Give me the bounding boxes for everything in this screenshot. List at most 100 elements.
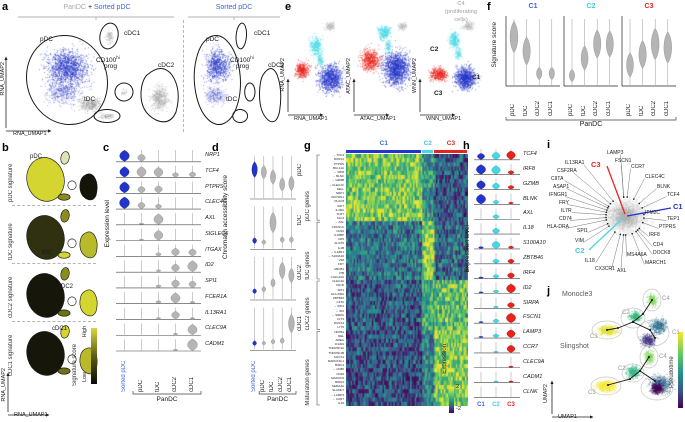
panel-i-gene-label: CX3CR1 [595,266,615,272]
panel-a-ylabel: RNA_UMAP2 [0,62,6,96]
panel-g-heatmap-canvas [346,154,468,406]
panel-b-plot-pdc [26,151,98,202]
panel-a-divider [183,20,184,132]
panel-g-heat-gene: LY75 [337,325,344,330]
panel-i-gene-label: TCF4 [667,192,680,198]
panel-j-colorbar-title: Pseudotime [669,356,675,388]
panel-f-tick: cDC2 [593,100,600,116]
panel-a-prog-label-r: CD100hi [230,55,254,64]
panel-d-tick: pDC [259,379,266,392]
panel-g-colorbar-title: Expression [442,344,448,374]
panel-h-gene-label: ID2 [523,284,532,291]
panel-g-heat-gene: RUNX3 [333,321,344,326]
panel-j-method-monocle3: Monocle3 [562,291,593,298]
panel-j-colorbar-bar [678,332,683,408]
panel-g-heat-gene: MARCKS [331,375,344,380]
panel-b-annot: pDC [30,154,43,160]
panel-e-ylabel: RNA_UMAP2 [280,58,286,92]
panel-b-row-label: cDC2 signature [8,276,14,318]
panel-h-tick: C2 [492,402,500,408]
panel-c-tick: Sorted pDC [120,360,127,392]
panel-c-gene-label: CADM1 [204,341,225,348]
panel-g-cluster-header: C3 [446,140,456,147]
panel-g-heat-gene: CD40 [336,371,344,376]
panel-g-heat-gene: → LAMP3 [330,392,344,397]
panel-i-cluster-label: C2 [575,246,585,255]
panel-b-ylabel: RNA_UMAP2 [1,368,7,402]
panel-a-prog-label2: prog [104,63,118,70]
panel-c-gene-label: SIGLEC6 [204,230,229,237]
panel-g-heat-gene: RUNX2 [333,157,344,162]
panel-a-letter: a [2,1,9,13]
panel-a-prog-label2-r: prog [236,63,250,70]
panel-d-group-label: PanDC [267,396,289,403]
panel-f-tick: cDC1 [547,100,554,116]
panel-c-gene-label: ITGAX [204,246,222,253]
panel-g-heat-gene: CD5 [337,237,344,242]
panel-b-annot: cDC1 [52,326,68,332]
panel-h-gene-label: GZMB [523,180,539,187]
panel-b-annot: tDC [42,250,53,256]
panel-e-ylabel: ATAC_UMAP2 [346,58,352,94]
panel-g-heat-gene: BCL11A [333,165,344,170]
panel-b-colorbar-title: Signature score [72,343,78,386]
panel-i-gene-label: CCR7 [631,164,645,170]
panel-a-pdc-label-r: pDC [206,36,220,43]
panel-g-heat-gene: HLA-DRA [330,291,344,296]
panel-i-gene-label: FSCN1 [615,158,632,164]
panel-j-ylabel: UMAP2 [543,384,549,403]
panel-c-tick: cDC1 [188,376,195,392]
panel-h-ylabel: Expression level [464,225,471,273]
panel-g-group-label: cDC2 genes [305,297,311,331]
panel-a-cdc2-label: cDC2 [158,62,175,69]
panel-c-tick: cDC2 [171,376,178,392]
panel-g-heat-gene: ICAM1 [334,342,344,347]
prog-cd100: CD100 [230,57,251,65]
panel-i-gene-label: FRY [559,200,569,206]
panel-a-xlabel: RNA_UMAP1 [13,131,47,137]
panel-d-letter: d [212,142,219,154]
panel-g-heat-gene: IL3RA [335,207,344,212]
panel-g-heat-gene: NRP1 [335,191,344,195]
panel-i-network-overlay [564,154,672,271]
panel-h-gene-label: FSCN1 [523,314,542,321]
panel-g-heat-gene: SELL [336,186,344,191]
panel-g-heat-gene: ZBTB46 [332,296,344,300]
panel-a-tdc-label-r: tDC [226,96,238,103]
panel-g-heat-gene: PACSIN1 [331,195,344,200]
panel-g-group-label: Maturation genes [305,359,311,406]
panel-c-letter: c [103,142,110,154]
panel-b-separator [12,321,96,322]
panel-a-cdc2-label-r: cDC2 [268,62,285,69]
panel-f-tick: tDC [522,105,529,116]
panel-g-heat-gene: → TCF4 [332,153,344,158]
panel-g-heat-gene: BIRC3 [335,363,344,368]
panel-g-heat-gene: NFKB1 [334,329,344,334]
panel-g-heat-gene: IL15 [338,401,344,405]
panel-g-heat-gene: BIRC2 [335,380,344,384]
panel-g-heat-gene: ABCB1 [334,266,344,271]
panel-d-row-label: tDC [297,214,303,227]
panel-g-heat-gene: TNFRSF1A [328,346,344,351]
panel-b-xlabel: RNA_UMAP1 [14,412,48,418]
panel-b-colorbar-high: High [82,326,88,338]
panel-g-heat-gene: VIM [338,258,344,263]
panel-g-cluster-header: C2 [423,140,432,147]
panel-i-gene-label: CD74 [559,216,572,222]
panel-j-monocle-cluster-label: C2 [622,310,630,316]
panel-g-heat-gene: CLEC4A [332,279,344,284]
panel-f-tick: pDC [568,103,574,116]
panel-f-tick: cDC1 [605,100,612,116]
panel-f-tick: cDC2 [651,100,658,116]
panel-f-ylabel: Signature score [491,22,498,68]
prog-cd100: CD100 [96,57,117,65]
panel-b-row-label: pDC signature [8,163,14,202]
panel-g-heat-gene: CDKN1C [331,224,344,229]
panel-e-cluster-label: C2 [430,46,439,53]
panel-i-gene-label: IL7R [561,208,572,214]
panel-g-heat-gene: AREG [335,338,344,342]
panel-c-gene-label: FCER1A [204,293,227,300]
panel-g-heat-gene: SLAMF7 [332,388,344,393]
panel-g-heat-gene: PTPRS [333,161,344,166]
